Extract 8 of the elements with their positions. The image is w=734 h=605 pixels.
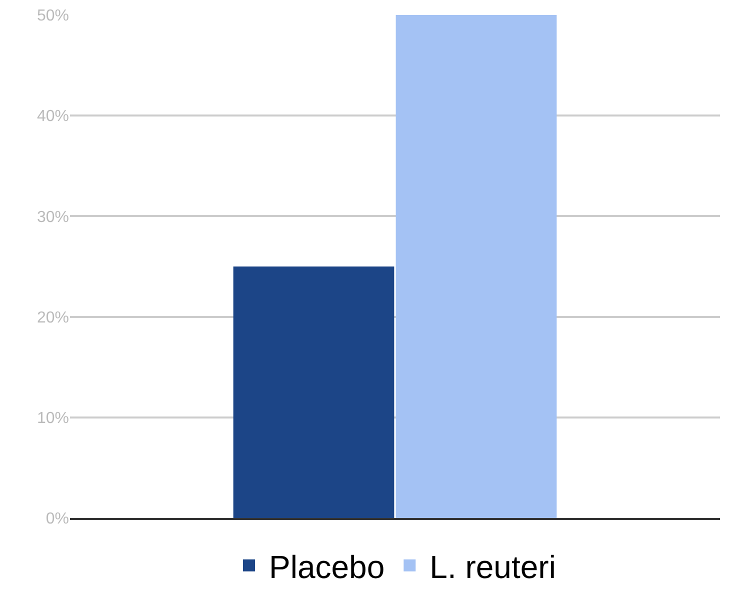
- y-tick-label: 0%: [46, 510, 69, 528]
- y-tick-label: 30%: [36, 208, 69, 226]
- y-tick-label: 20%: [36, 309, 69, 326]
- y-tick-label: 10%: [36, 410, 69, 427]
- y-tick-label: 50%: [36, 8, 69, 25]
- legend-label: L. reuteri: [430, 548, 556, 585]
- legend-label: Placebo: [269, 548, 385, 585]
- y-tick-label: 40%: [36, 108, 69, 126]
